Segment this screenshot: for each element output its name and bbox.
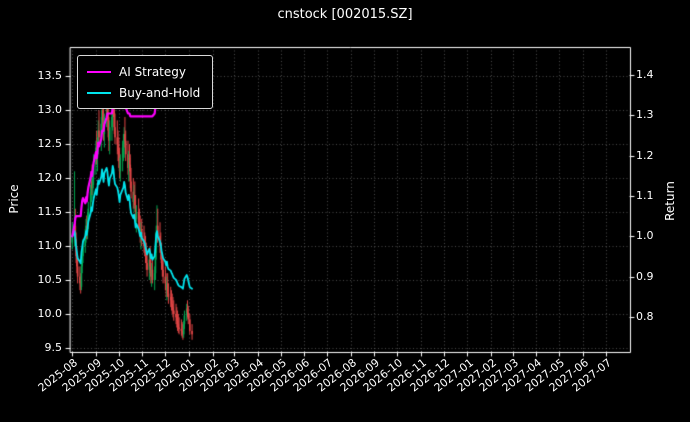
- legend-label-buy-and-hold: Buy-and-Hold: [119, 85, 201, 100]
- legend-item-buy-and-hold: Buy-and-Hold: [87, 82, 200, 103]
- price-tick-label: 13.0: [37, 103, 63, 117]
- return-tick-label: 1.2: [636, 148, 654, 162]
- buy-and-hold-line-swatch: [87, 91, 111, 94]
- price-tick-label: 10.0: [37, 306, 63, 320]
- price-tick-label: 11.0: [37, 239, 63, 253]
- return-tick-label: 0.9: [636, 269, 654, 283]
- price-tick-label: 10.5: [37, 272, 63, 286]
- return-tick-label: 1.3: [636, 108, 654, 122]
- return-tick-label: 1.4: [636, 68, 654, 82]
- return-tick-label: 0.8: [636, 309, 654, 323]
- chart-title: cnstock [002015.SZ]: [277, 7, 413, 22]
- price-tick-label: 13.5: [37, 69, 63, 83]
- ai-strategy-line-swatch: [87, 70, 111, 73]
- legend-label-ai-strategy: AI Strategy: [119, 64, 186, 79]
- price-tick-label: 12.0: [37, 171, 63, 185]
- legend-item-ai-strategy: AI Strategy: [87, 61, 200, 82]
- return-tick-label: 1.0: [636, 229, 654, 243]
- price-tick-label: 12.5: [37, 137, 63, 151]
- legend: AI Strategy Buy-and-Hold: [77, 55, 214, 109]
- return-tick-label: 1.1: [636, 189, 654, 203]
- price-tick-label: 9.5: [44, 340, 63, 354]
- price-tick-label: 11.5: [37, 205, 63, 219]
